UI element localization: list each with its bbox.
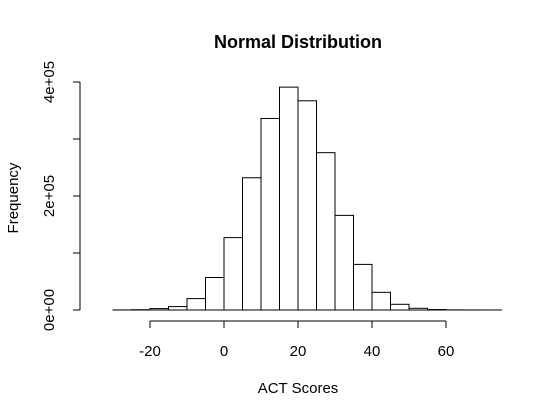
x-axis: -20 0 20 40 60 xyxy=(139,320,455,360)
histogram-bar xyxy=(316,152,336,311)
x-tick-label: 0 xyxy=(220,343,228,360)
histogram-bar xyxy=(334,214,354,311)
histogram-bar xyxy=(260,117,280,311)
y-axis-label: Frequency xyxy=(5,162,22,233)
histogram-bar xyxy=(168,306,188,311)
histogram-bar xyxy=(186,298,206,311)
y-tick-label: 4e+05 xyxy=(41,61,58,103)
y-tick-label: 2e+05 xyxy=(41,175,58,217)
x-tick-label: 40 xyxy=(364,343,381,360)
x-tick-label: 60 xyxy=(438,343,455,360)
y-axis: 0e+00 2e+05 4e+05 xyxy=(41,61,81,331)
y-tick-label: 0e+00 xyxy=(41,289,58,331)
chart-title: Normal Distribution xyxy=(214,32,382,52)
histogram-bar xyxy=(242,177,262,311)
bars-group xyxy=(112,86,502,311)
x-tick-label: 20 xyxy=(290,343,307,360)
histogram-bar xyxy=(279,86,299,311)
histogram-bar xyxy=(371,291,391,311)
histogram-bar xyxy=(149,308,169,311)
histogram-bar xyxy=(408,307,428,311)
histogram-bar xyxy=(223,237,243,311)
histogram-bar xyxy=(297,100,317,311)
histogram-bar xyxy=(205,277,225,311)
histogram-bar xyxy=(353,263,373,311)
x-axis-label: ACT Scores xyxy=(258,380,339,397)
histogram-bar xyxy=(390,303,410,311)
x-tick-label: -20 xyxy=(139,343,161,360)
